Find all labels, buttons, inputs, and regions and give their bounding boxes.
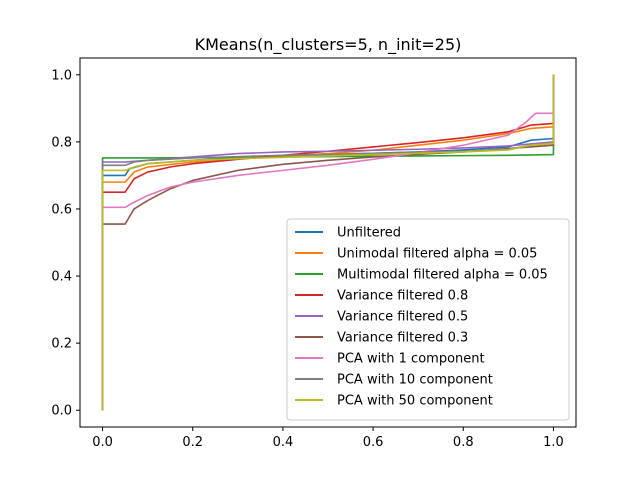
legend-label: PCA with 1 component (337, 352, 485, 367)
series-line-5 (101, 74, 555, 411)
legend: Unfiltered Unimodal filtered alpha = 0.05… (286, 218, 570, 421)
x-tick-label: 0.4 (273, 435, 294, 450)
x-tick-label: 0.6 (363, 435, 384, 450)
plot-lines (101, 74, 555, 411)
plot-frame (79, 57, 577, 428)
legend-label: Multimodal filtered alpha = 0.05 (337, 268, 548, 283)
legend-label: Variance filtered 0.5 (337, 310, 468, 325)
series-line-9 (101, 74, 555, 411)
y-tick-label: 1.0 (51, 68, 72, 83)
legend-label: Unfiltered (337, 226, 401, 241)
legend-label: PCA with 50 component (337, 394, 493, 409)
legend-label: Variance filtered 0.3 (337, 331, 468, 346)
legend-label: Variance filtered 0.8 (337, 289, 468, 304)
legend-label: PCA with 10 component (337, 373, 493, 388)
y-tick-label: 0.8 (51, 135, 72, 150)
series-line-7 (101, 74, 555, 411)
legend-label: Unimodal filtered alpha = 0.05 (337, 247, 537, 262)
x-tick-label: 0.2 (182, 435, 203, 450)
y-tick-label: 0.0 (51, 404, 72, 419)
y-axis: 0.0 0.2 0.4 0.6 0.8 1.0 (51, 68, 80, 419)
y-tick-label: 0.6 (51, 202, 72, 217)
y-tick-label: 0.4 (51, 270, 72, 285)
y-tick-label: 0.2 (51, 337, 72, 352)
x-tick-label: 0.0 (92, 435, 113, 450)
x-tick-label: 1.0 (543, 435, 564, 450)
x-tick-label: 0.8 (453, 435, 474, 450)
chart-title: KMeans(n_clusters=5, n_init=25) (195, 35, 462, 55)
x-axis: 0.0 0.2 0.4 0.6 0.8 1.0 (92, 427, 564, 450)
legend-box (286, 218, 570, 421)
